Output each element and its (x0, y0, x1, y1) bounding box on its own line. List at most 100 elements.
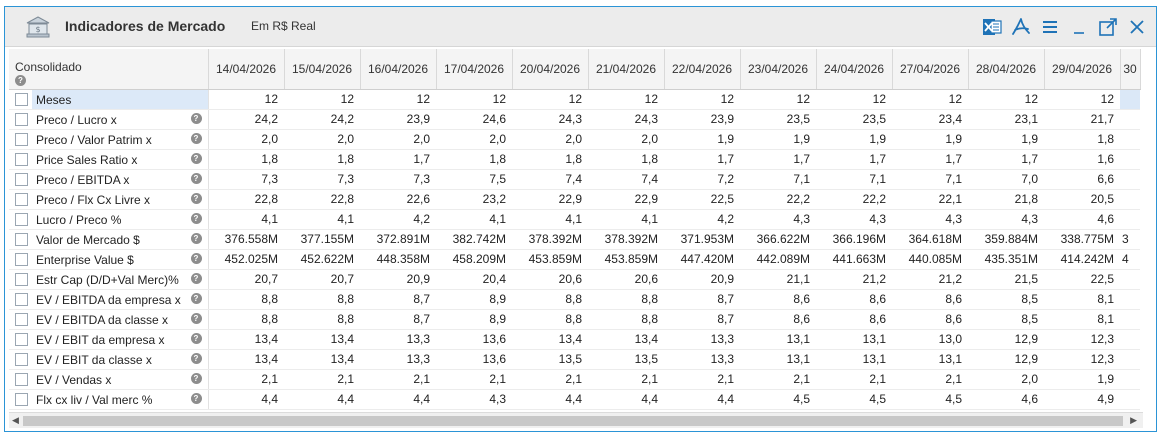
value-cell: 1,7 (664, 149, 740, 170)
value-cell (1120, 89, 1140, 110)
help-icon[interactable]: ? (190, 132, 202, 144)
value-cell: 1,7 (816, 149, 892, 170)
date-column-header[interactable]: 22/04/2026 (664, 49, 741, 90)
table-row[interactable]: EV / EBIT da classe x? 13,4 13,4 13,3 13,6 13… (9, 349, 1140, 370)
table-row[interactable]: Flx cx liv / Val merc %? 4,4 4,4 4,4 4,3 4,4 4… (9, 389, 1140, 410)
row-checkbox[interactable] (15, 132, 28, 146)
help-icon[interactable]: ? (190, 152, 202, 164)
help-icon[interactable]: ? (190, 252, 202, 264)
value-cell: 382.742M (436, 229, 512, 250)
table-row[interactable]: Meses 12 12 12 12 12 12 12 12 12 12 12 12 (9, 89, 1140, 110)
date-column-header[interactable]: 14/04/2026 (208, 49, 285, 90)
value-cell: 20,7 (284, 269, 360, 290)
date-column-header[interactable]: 24/04/2026 (816, 49, 893, 90)
row-checkbox[interactable] (15, 332, 28, 346)
row-checkbox[interactable] (15, 152, 28, 166)
scroll-left-arrow-icon[interactable]: ◀ (12, 415, 19, 425)
value-cell: 1,7 (968, 149, 1044, 170)
row-checkbox[interactable] (15, 372, 28, 386)
help-icon[interactable]: ? (15, 75, 26, 86)
value-cell: 24,6 (436, 109, 512, 130)
table-row[interactable]: Enterprise Value $? 452.025M 452.622M 448.3… (9, 249, 1140, 270)
date-column-header[interactable]: 30 (1120, 49, 1141, 90)
row-checkbox[interactable] (15, 272, 28, 286)
value-cell: 8,6 (740, 289, 816, 310)
date-column-header[interactable]: 23/04/2026 (740, 49, 817, 90)
help-icon[interactable]: ? (190, 232, 202, 244)
table-row[interactable]: Valor de Mercado $? 376.558M 377.155M 372.8… (9, 229, 1140, 250)
row-label-cell: Preco / Lucro x? (9, 109, 209, 130)
svg-text:$: $ (35, 25, 40, 34)
row-checkbox[interactable] (15, 312, 28, 326)
date-column-header[interactable]: 28/04/2026 (968, 49, 1045, 90)
pdf-icon[interactable] (1010, 16, 1032, 38)
help-icon[interactable]: ? (190, 372, 202, 384)
help-icon[interactable]: ? (190, 292, 202, 304)
value-cell: 21,2 (892, 269, 968, 290)
date-column-header[interactable]: 16/04/2026 (360, 49, 437, 90)
row-checkbox[interactable] (15, 352, 28, 366)
table-row[interactable]: Preco / Flx Cx Livre x? 22,8 22,8 22,6 23,2 2… (9, 189, 1140, 210)
row-checkbox[interactable] (15, 392, 28, 406)
help-icon[interactable]: ? (190, 112, 202, 124)
table-row[interactable]: Lucro / Preco %? 4,1 4,1 4,2 4,1 4,1 4,1 4,2 4,3… (9, 209, 1140, 230)
help-icon[interactable]: ? (190, 332, 202, 344)
value-cell: 13,4 (588, 329, 664, 350)
table-row[interactable]: EV / EBIT da empresa x? 13,4 13,4 13,3 13,6 1… (9, 329, 1140, 350)
table-row[interactable]: EV / Vendas x? 2,1 2,1 2,1 2,1 2,1 2,1 2,1 2,1 2,… (9, 369, 1140, 390)
scroll-right-arrow-icon[interactable]: ▶ (1130, 415, 1137, 425)
value-cell: 4,5 (816, 389, 892, 410)
row-checkbox[interactable] (15, 232, 28, 246)
date-column-header[interactable]: 27/04/2026 (892, 49, 969, 90)
value-cell: 22,1 (892, 189, 968, 210)
row-checkbox[interactable] (15, 292, 28, 306)
table-row[interactable]: Preco / Valor Patrim x? 2,0 2,0 2,0 2,0 2,0 2,… (9, 129, 1140, 150)
date-column-header[interactable]: 20/04/2026 (512, 49, 589, 90)
date-column-header[interactable]: 21/04/2026 (588, 49, 665, 90)
table-row[interactable]: Estr Cap (D/D+Val Merc)%? 20,7 20,7 20,9 20,… (9, 269, 1140, 290)
scrollbar-thumb[interactable] (23, 416, 1123, 426)
row-label: EV / EBITDA da classe x (36, 312, 169, 327)
help-icon[interactable]: ? (190, 312, 202, 324)
value-cell: 452.025M (208, 249, 284, 270)
row-checkbox[interactable] (15, 192, 28, 206)
value-cell: 22,2 (740, 189, 816, 210)
value-cell: 4,4 (360, 389, 436, 410)
help-icon[interactable]: ? (190, 272, 202, 284)
date-column-header[interactable]: 29/04/2026 (1044, 49, 1121, 90)
horizontal-scrollbar[interactable]: ◀ ▶ (9, 412, 1143, 428)
menu-icon[interactable] (1039, 16, 1061, 38)
value-cell: 7,1 (892, 169, 968, 190)
value-cell: 7,0 (968, 169, 1044, 190)
excel-icon[interactable] (981, 16, 1003, 38)
row-checkbox[interactable] (15, 92, 28, 106)
value-cell: 452.622M (284, 249, 360, 270)
table-row[interactable]: EV / EBITDA da empresa x? 8,8 8,8 8,7 8,9 8,8… (9, 289, 1140, 310)
help-icon[interactable]: ? (190, 212, 202, 224)
table-row[interactable]: EV / EBITDA da classe x? 8,8 8,8 8,7 8,9 8,8 8… (9, 309, 1140, 330)
table-row[interactable]: Preco / Lucro x? 24,2 24,2 23,9 24,6 24,3 24,3… (9, 109, 1140, 130)
value-cell: 7,3 (208, 169, 284, 190)
value-cell: 13,4 (208, 329, 284, 350)
row-checkbox[interactable] (15, 252, 28, 266)
table-row[interactable]: Preco / EBITDA x? 7,3 7,3 7,3 7,5 7,4 7,4 7,2 7,… (9, 169, 1140, 190)
popout-icon[interactable] (1097, 16, 1119, 38)
help-icon[interactable]: ? (190, 172, 202, 184)
help-icon[interactable]: ? (190, 192, 202, 204)
minimize-icon[interactable] (1068, 16, 1090, 38)
date-column-header[interactable]: 15/04/2026 (284, 49, 361, 90)
date-column-header[interactable]: 17/04/2026 (436, 49, 513, 90)
table-row[interactable]: Price Sales Ratio x? 1,8 1,8 1,7 1,8 1,8 1,8 1,… (9, 149, 1140, 170)
row-checkbox[interactable] (15, 172, 28, 186)
help-icon[interactable]: ? (190, 392, 202, 404)
value-cell: 1,8 (208, 149, 284, 170)
value-cell: 12 (588, 89, 664, 110)
value-cell: 2,0 (968, 369, 1044, 390)
selection-highlight (32, 89, 207, 108)
row-checkbox[interactable] (15, 212, 28, 226)
row-checkbox[interactable] (15, 112, 28, 126)
value-cell: 1,8 (512, 149, 588, 170)
value-cell: 4,3 (968, 209, 1044, 230)
close-icon[interactable] (1126, 16, 1148, 38)
help-icon[interactable]: ? (190, 352, 202, 364)
